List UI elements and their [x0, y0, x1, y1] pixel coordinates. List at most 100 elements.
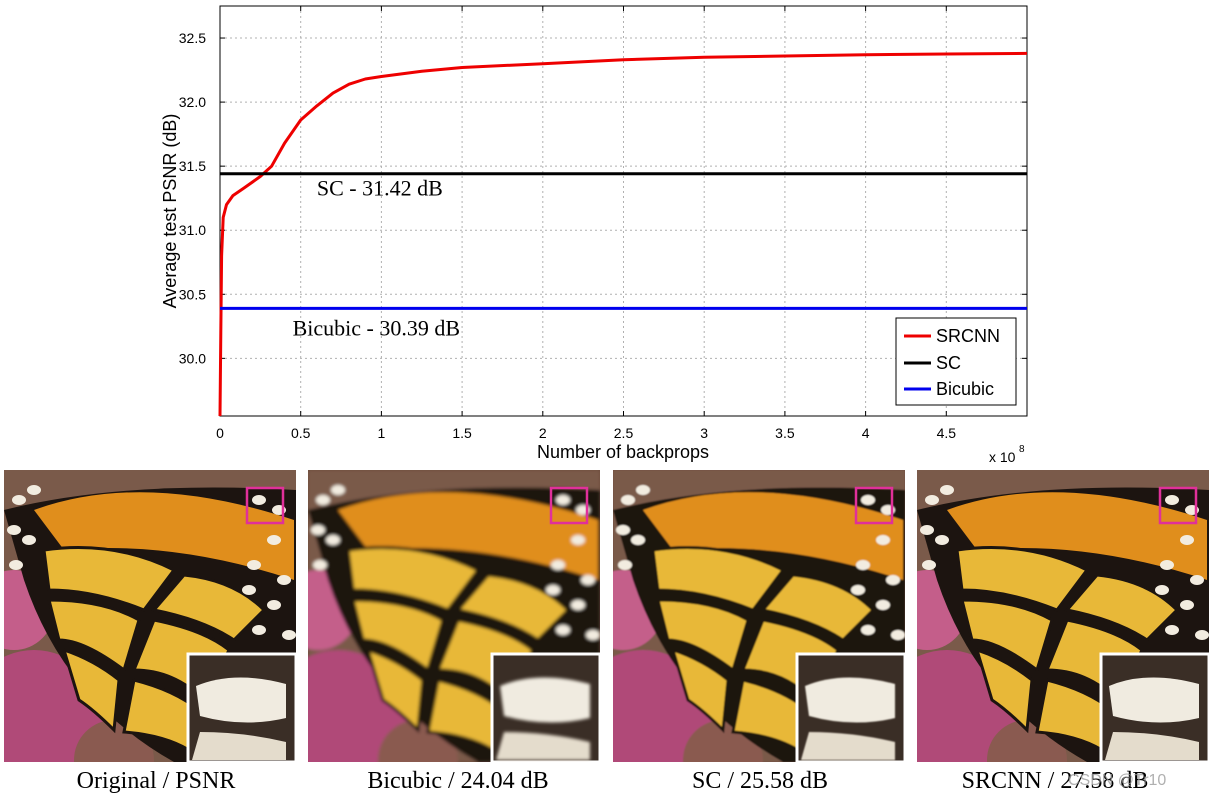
chart-grid [220, 6, 1027, 416]
wing-orange-band [643, 492, 903, 580]
wing-cell [955, 546, 1090, 612]
chart-ticks: 0 0.5 1 1.5 2 2.5 3 3.5 4 4.5 30.0 30.5 31.0 31.5 32.0… [179, 6, 1027, 441]
legend-label-sc: SC [936, 353, 961, 373]
zoom-region-box [1158, 486, 1198, 525]
wing-cell [61, 647, 121, 734]
zoom-region-box [549, 486, 589, 525]
wing-cell [455, 573, 571, 642]
x-tick-label: 4.5 [937, 425, 957, 441]
y-tick-label: 30.0 [179, 350, 206, 366]
butterfly-image-sc [613, 470, 905, 762]
wing-white-spot [876, 600, 890, 610]
x-multiplier-label: x 10 [989, 449, 1016, 465]
butterfly-image-bicubic [308, 470, 600, 762]
x-tick-label: 3 [700, 425, 708, 441]
wing-white-spot [1165, 625, 1179, 635]
wing-white-spot [631, 535, 645, 545]
wing-cell [1064, 573, 1180, 642]
legend: SRCNN SC Bicubic [895, 317, 1017, 406]
zoom-inset-content [496, 677, 590, 760]
x-tick-label: 4 [862, 425, 870, 441]
wing-cell [670, 647, 730, 734]
wing-white-spot [636, 485, 650, 495]
zoom-white-spot [496, 732, 590, 760]
wing-white-spot [252, 495, 266, 505]
panel-bicubic [308, 470, 600, 762]
wing-cell [351, 598, 445, 673]
wing-white-spot [316, 495, 330, 505]
wing-white-spot [27, 485, 41, 495]
panel-sc [613, 470, 905, 762]
wing-white-spot [277, 575, 291, 585]
legend-label-bicubic: Bicubic [936, 379, 994, 399]
psnr-chart: 0 0.5 1 1.5 2 2.5 3 3.5 4 4.5 30.0 30.5 31.0 31.5 32.0… [160, 5, 1028, 465]
wing-white-spot [935, 535, 949, 545]
wing-white-spot [267, 600, 281, 610]
caption-original: Original / PSNR [76, 768, 236, 794]
zoom-inset [186, 652, 296, 762]
panel-srcnn [917, 470, 1209, 762]
x-multiplier-exponent: 8 [1019, 444, 1025, 455]
zoom-inset [490, 652, 600, 762]
wing-white-spot [331, 485, 345, 495]
zoom-inset [795, 652, 905, 762]
wing-white-spot [940, 485, 954, 495]
wing-white-spot [551, 560, 565, 570]
wing-white-spot [252, 625, 266, 635]
wing-white-spot [920, 525, 934, 535]
panel-original [4, 470, 296, 762]
wing-white-spot [1180, 535, 1194, 545]
wing-white-spot [876, 535, 890, 545]
wing-white-spot [1195, 630, 1209, 640]
sc-annotation: SC - 31.42 dB [317, 176, 443, 201]
wing-orange-band [947, 492, 1207, 580]
wing-white-spot [861, 625, 875, 635]
wing-cell [651, 546, 786, 612]
x-tick-label: 2 [539, 425, 547, 441]
zoom-white-spot [196, 677, 286, 723]
wing-cell [47, 598, 141, 673]
wing-white-spot [556, 625, 570, 635]
y-tick-label: 31.5 [179, 158, 206, 174]
zoom-inset-content [1105, 677, 1199, 760]
wing-white-spot [1190, 575, 1204, 585]
chart-series [218, 51, 1028, 417]
wing-cell [960, 598, 1054, 673]
y-tick-label: 30.5 [179, 286, 206, 302]
wing-white-spot [1155, 585, 1169, 595]
legend-label-srcnn: SRCNN [936, 326, 1000, 346]
wing-white-spot [851, 585, 865, 595]
wing-white-spot [922, 560, 936, 570]
wing-white-spot [925, 495, 939, 505]
x-tick-label: 0 [216, 425, 224, 441]
wing-white-spot [282, 630, 296, 640]
zoom-white-spot [801, 732, 895, 760]
wing-white-spot [12, 495, 26, 505]
butterfly-image-original [4, 470, 296, 762]
wing-white-spot [267, 535, 281, 545]
wing-white-spot [891, 630, 905, 640]
wing-white-spot [1180, 600, 1194, 610]
caption-bicubic: Bicubic / 24.04 dB [367, 768, 549, 794]
wing-white-spot [546, 585, 560, 595]
wing-white-spot [242, 585, 256, 595]
y-tick-label: 32.0 [179, 94, 206, 110]
wing-white-spot [618, 560, 632, 570]
x-tick-label: 0.5 [291, 425, 311, 441]
caption-sc: SC / 25.58 dB [691, 768, 829, 794]
wing-cell [42, 546, 177, 612]
bicubic-annotation: Bicubic - 30.39 dB [293, 315, 460, 340]
caption-srcnn: SRCNN / 27.58 dB [961, 768, 1149, 794]
zoom-inset-content [801, 677, 895, 760]
wing-white-spot [313, 560, 327, 570]
zoom-inset [1099, 652, 1209, 762]
wing-white-spot [586, 630, 600, 640]
wing-cell [151, 573, 267, 642]
wing-white-spot [1160, 560, 1174, 570]
wing-white-spot [1165, 495, 1179, 505]
wing-white-spot [7, 525, 21, 535]
y-axis-label: Average test PSNR (dB) [160, 114, 180, 309]
zoom-inset-content [192, 677, 286, 760]
wing-cell [346, 546, 481, 612]
zoom-region-box [854, 486, 894, 525]
